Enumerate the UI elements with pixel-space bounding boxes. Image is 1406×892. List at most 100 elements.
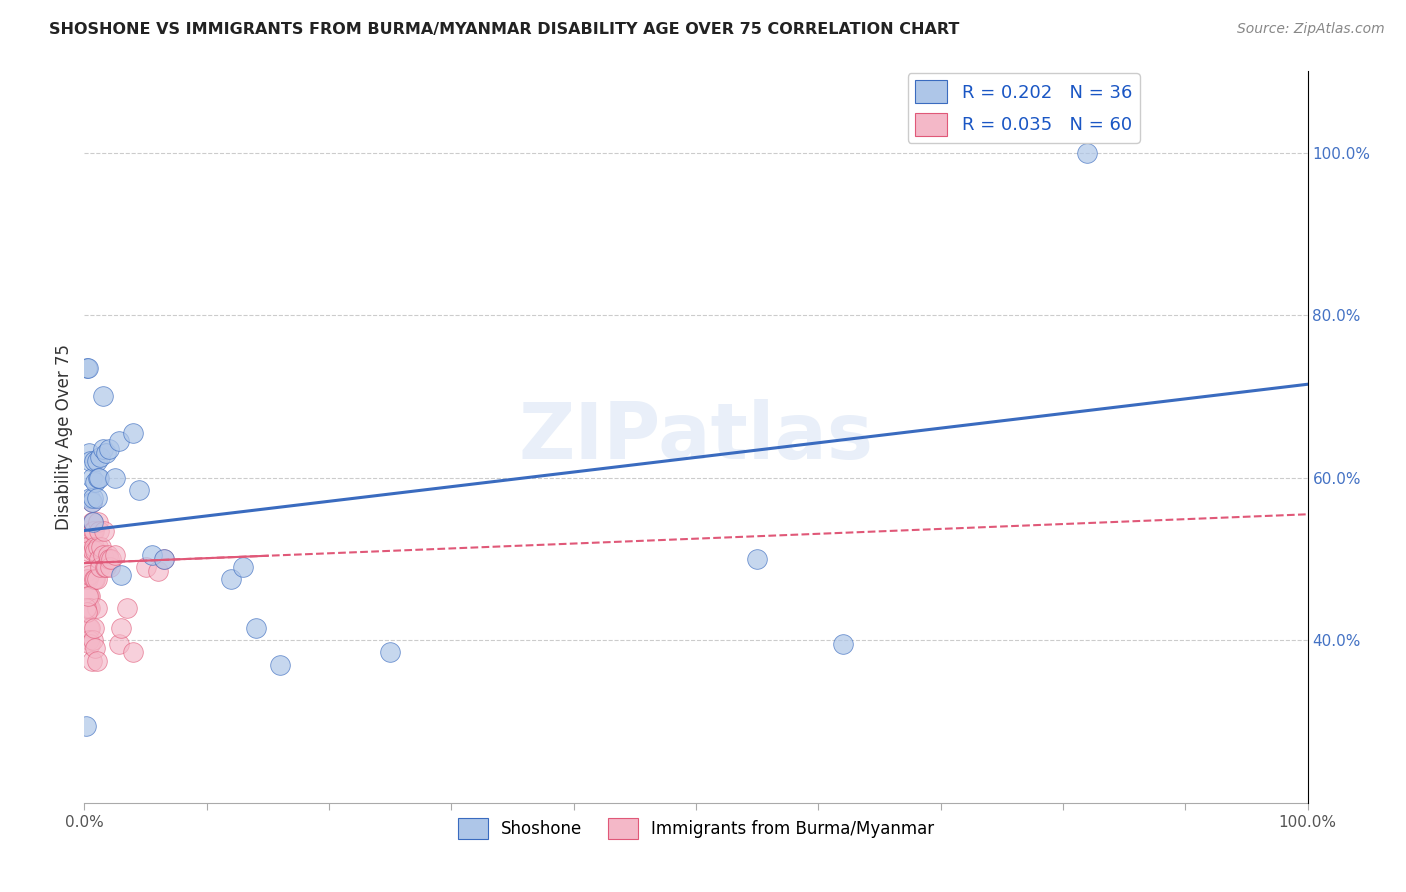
Point — [86, 491, 108, 505]
Point — [104, 471, 127, 485]
Point — [128, 483, 150, 497]
Point — [86, 454, 108, 468]
Point — [83, 540, 105, 554]
Point — [77, 633, 100, 648]
Point — [77, 621, 100, 635]
Point — [76, 361, 98, 376]
Point — [83, 524, 105, 538]
Y-axis label: Disability Age Over 75: Disability Age Over 75 — [55, 344, 73, 530]
Point — [82, 516, 104, 530]
Point — [93, 524, 115, 538]
Point — [135, 560, 157, 574]
Point — [747, 552, 769, 566]
Point — [107, 434, 129, 449]
Point — [122, 645, 145, 659]
Point — [80, 654, 103, 668]
Point — [79, 637, 101, 651]
Point — [87, 471, 110, 485]
Point — [82, 516, 104, 530]
Point — [77, 589, 100, 603]
Point — [107, 637, 129, 651]
Point — [82, 633, 104, 648]
Point — [110, 621, 132, 635]
Point — [232, 560, 254, 574]
Point — [87, 471, 110, 485]
Point — [79, 621, 101, 635]
Point — [87, 540, 110, 554]
Point — [91, 548, 114, 562]
Point — [97, 548, 120, 562]
Point — [84, 544, 107, 558]
Point — [100, 552, 122, 566]
Point — [96, 560, 118, 574]
Point — [77, 361, 100, 376]
Point — [79, 589, 101, 603]
Point — [77, 572, 100, 586]
Point — [86, 572, 108, 586]
Point — [76, 605, 98, 619]
Point — [98, 560, 121, 574]
Point — [76, 540, 98, 554]
Point — [77, 600, 100, 615]
Point — [83, 621, 105, 635]
Point — [219, 572, 242, 586]
Point — [141, 548, 163, 562]
Point — [75, 572, 97, 586]
Point — [146, 564, 169, 578]
Point — [83, 454, 105, 468]
Text: SHOSHONE VS IMMIGRANTS FROM BURMA/MYANMAR DISABILITY AGE OVER 75 CORRELATION CHA: SHOSHONE VS IMMIGRANTS FROM BURMA/MYANMA… — [49, 22, 959, 37]
Point — [79, 600, 101, 615]
Point — [104, 548, 127, 562]
Text: ZIPatlas: ZIPatlas — [519, 399, 873, 475]
Point — [80, 471, 103, 485]
Point — [86, 654, 108, 668]
Point — [77, 446, 100, 460]
Point — [122, 425, 145, 440]
Point — [269, 657, 291, 672]
Point — [84, 475, 107, 489]
Point — [77, 568, 100, 582]
Point — [75, 524, 97, 538]
Point — [87, 516, 110, 530]
Point — [97, 442, 120, 457]
Point — [94, 560, 117, 574]
Point — [87, 552, 110, 566]
Point — [91, 389, 114, 403]
Point — [75, 600, 97, 615]
Point — [76, 564, 98, 578]
Point — [1076, 145, 1098, 160]
Point — [80, 495, 103, 509]
Legend: Shoshone, Immigrants from Burma/Myanmar: Shoshone, Immigrants from Burma/Myanmar — [451, 811, 941, 846]
Point — [96, 446, 118, 460]
Point — [80, 495, 103, 509]
Point — [82, 491, 104, 505]
Text: Source: ZipAtlas.com: Source: ZipAtlas.com — [1237, 22, 1385, 37]
Point — [84, 641, 107, 656]
Point — [86, 600, 108, 615]
Point — [80, 516, 103, 530]
Point — [97, 552, 120, 566]
Point — [831, 637, 853, 651]
Point — [79, 491, 101, 505]
Point — [77, 544, 100, 558]
Point — [82, 524, 104, 538]
Point — [82, 544, 104, 558]
Point — [110, 568, 132, 582]
Point — [75, 718, 97, 732]
Point — [77, 600, 100, 615]
Point — [115, 600, 138, 615]
Point — [87, 524, 110, 538]
Point — [153, 552, 176, 566]
Point — [153, 552, 176, 566]
Point — [84, 572, 107, 586]
Point — [77, 589, 100, 603]
Point — [79, 454, 101, 468]
Point — [380, 645, 402, 659]
Point — [89, 560, 111, 574]
Point — [245, 621, 267, 635]
Point — [89, 450, 111, 465]
Point — [91, 442, 114, 457]
Point — [75, 540, 97, 554]
Point — [90, 540, 112, 554]
Point — [83, 572, 105, 586]
